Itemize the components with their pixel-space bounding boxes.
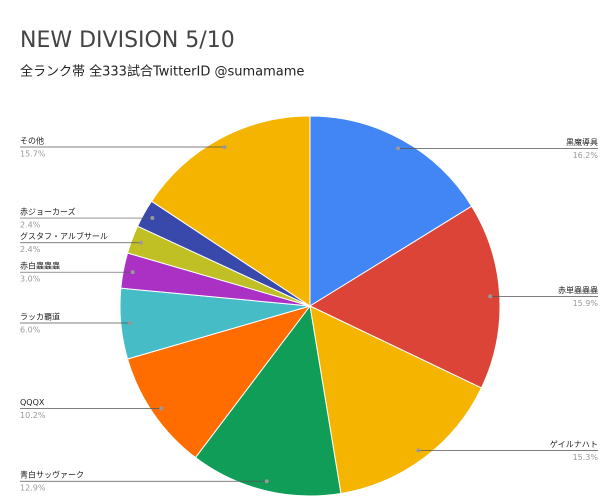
pie-slice bbox=[308, 205, 501, 389]
slice-label: 赤白蟲蟲蟲 bbox=[20, 261, 60, 271]
leader-dot bbox=[222, 145, 227, 150]
slice-value-label: 3.0% bbox=[20, 275, 41, 284]
slice-label: その他 bbox=[20, 136, 44, 146]
leader-dot bbox=[488, 294, 493, 299]
leader-dot bbox=[130, 270, 135, 275]
slice-value-label: 15.9% bbox=[573, 299, 599, 308]
leader-dot bbox=[128, 320, 133, 325]
leader-dot bbox=[395, 146, 400, 151]
slice-value-label: 6.0% bbox=[20, 325, 41, 334]
slice-value-label: 12.9% bbox=[20, 484, 46, 493]
slice-value-label: 2.4% bbox=[20, 221, 41, 230]
pie-slice bbox=[150, 115, 311, 307]
leader-dot bbox=[264, 479, 269, 484]
slice-label: グスタフ・アルブサール bbox=[20, 231, 108, 241]
leader-dot bbox=[150, 216, 155, 221]
slice-label: 黒魔導具 bbox=[566, 137, 598, 147]
slice-label: 赤ジョーカーズ bbox=[20, 207, 76, 217]
pie-slice bbox=[309, 115, 473, 307]
chart-title: NEW DIVISION 5/10 bbox=[20, 28, 235, 53]
slice-label: ゲイルナハト bbox=[550, 439, 598, 449]
pie-slice bbox=[126, 305, 312, 459]
pie-slice bbox=[194, 304, 342, 497]
pie-slice bbox=[309, 305, 483, 495]
slice-label: 赤単蟲蟲蟲 bbox=[558, 285, 598, 295]
leader-dot bbox=[159, 406, 164, 411]
slice-value-label: 2.4% bbox=[20, 245, 41, 254]
leader-dot bbox=[416, 448, 421, 453]
slice-value-label: 16.2% bbox=[573, 151, 599, 160]
slice-label: ラッカ覇道 bbox=[20, 311, 60, 321]
slice-value-label: 15.7% bbox=[20, 150, 46, 159]
slice-value-label: 10.2% bbox=[20, 411, 46, 420]
slice-label: 青白サッヴァーク bbox=[20, 470, 84, 480]
leader-dot bbox=[138, 240, 143, 245]
slice-label: QQQX bbox=[20, 398, 45, 407]
chart-subtitle: 全ランク帯 全333試合TwitterID @sumamame bbox=[20, 64, 304, 80]
slice-value-label: 15.3% bbox=[573, 453, 599, 462]
